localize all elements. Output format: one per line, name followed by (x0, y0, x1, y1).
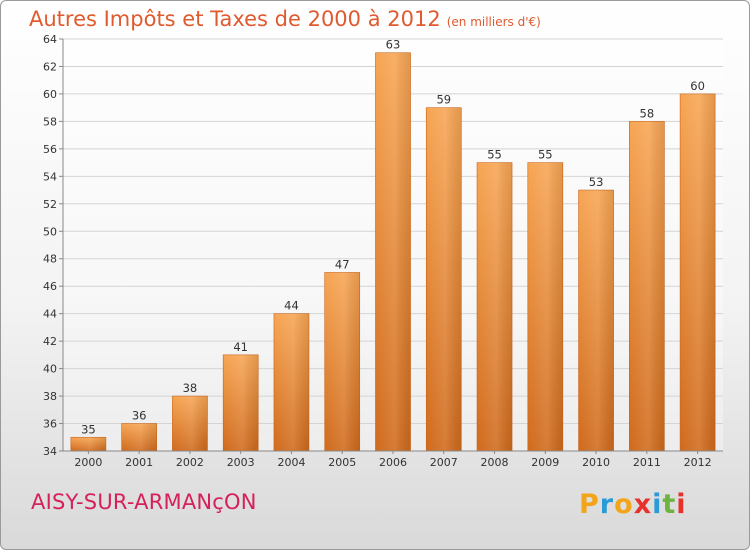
x-tick-label: 2010 (582, 456, 610, 469)
y-tick-label: 58 (43, 115, 57, 128)
data-label: 41 (233, 340, 248, 354)
x-tick-label: 2008 (481, 456, 509, 469)
data-label: 59 (436, 93, 451, 107)
bar-sheen (426, 107, 462, 452)
bar-layer: 35 36 38 41 44 47 63 59 55 55 53 58 60 (70, 38, 716, 452)
bar-sheen (375, 52, 411, 451)
bar-sheen (172, 396, 208, 451)
chart-unit: (en milliers d'€) (446, 15, 541, 29)
y-tick-label: 34 (43, 445, 57, 458)
data-label: 63 (386, 38, 401, 52)
x-tick-label: 2011 (633, 456, 661, 469)
x-tick-label: 2009 (531, 456, 559, 469)
bar-sheen (477, 162, 513, 451)
x-tick-label: 2000 (74, 456, 102, 469)
bar-sheen (527, 162, 563, 451)
data-label: 36 (132, 409, 147, 423)
data-label: 53 (589, 175, 604, 189)
axis-layer: 34 36 38 40 42 44 46 48 50 52 54 56 58 60 62 64 2000 2001… (43, 33, 723, 469)
x-tick-label: 2006 (379, 456, 407, 469)
x-tick-label: 2012 (684, 456, 712, 469)
logo-letter: x (633, 489, 653, 520)
chart-title: Autres Impôts et Taxes de 2000 à 2012 (en… (29, 7, 541, 31)
y-tick-label: 48 (43, 253, 57, 266)
bar-sheen (578, 190, 614, 452)
chart-title-text: Autres Impôts et Taxes de 2000 à 2012 (29, 7, 441, 31)
data-label: 55 (487, 148, 502, 162)
y-tick-label: 40 (43, 363, 57, 376)
bar-sheen (273, 313, 309, 451)
y-tick-label: 56 (43, 143, 57, 156)
y-tick-label: 60 (43, 88, 57, 101)
x-tick-label: 2005 (328, 456, 356, 469)
logo-letter: i (652, 489, 663, 520)
data-label: 44 (284, 299, 299, 313)
logo-letter: t (662, 489, 677, 520)
data-label: 38 (183, 381, 198, 395)
data-label: 55 (538, 148, 553, 162)
data-label: 47 (335, 257, 350, 271)
data-label: 58 (640, 106, 655, 120)
logo-letter: r (599, 489, 615, 520)
x-tick-label: 2002 (176, 456, 204, 469)
bar-sheen (121, 423, 157, 451)
y-tick-label: 54 (43, 170, 57, 183)
y-tick-label: 38 (43, 390, 57, 403)
commune-name: AISY-SUR-ARMANçON (31, 490, 257, 514)
proxiti-logo[interactable]: Proxiti (579, 489, 687, 520)
y-tick-label: 52 (43, 198, 57, 211)
bar-sheen (70, 437, 106, 451)
y-tick-label: 46 (43, 280, 57, 293)
bar-sheen (629, 121, 665, 452)
data-label: 35 (81, 422, 96, 436)
y-tick-label: 62 (43, 60, 57, 73)
logo-letter: i (676, 489, 687, 520)
y-tick-label: 36 (43, 418, 57, 431)
bar-sheen (324, 272, 360, 451)
bar-sheen (680, 93, 716, 451)
data-label: 60 (690, 79, 705, 93)
logo-letter: o (614, 489, 634, 520)
x-tick-label: 2001 (125, 456, 153, 469)
y-tick-label: 64 (43, 33, 57, 46)
logo-letter: P (579, 489, 600, 520)
x-tick-label: 2003 (227, 456, 255, 469)
x-tick-label: 2007 (430, 456, 458, 469)
bar-sheen (223, 354, 259, 451)
y-tick-label: 44 (43, 308, 57, 321)
x-tick-label: 2004 (277, 456, 305, 469)
y-tick-label: 42 (43, 335, 57, 348)
y-tick-label: 50 (43, 225, 57, 238)
